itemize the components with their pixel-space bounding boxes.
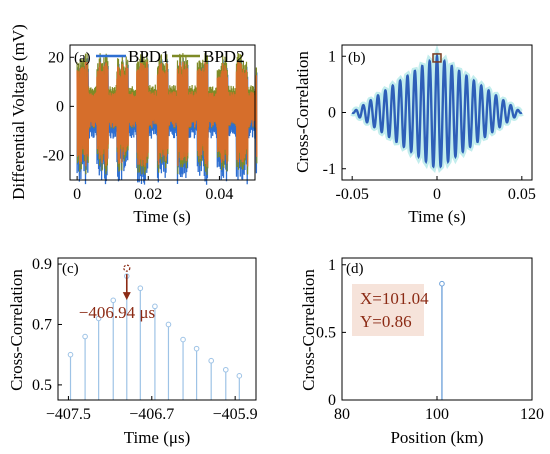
x-tick-label: −407.5 bbox=[46, 406, 91, 423]
stem-marker bbox=[165, 321, 172, 328]
x-tick-label: -0.05 bbox=[336, 186, 369, 203]
panel-b-ticks: -0.05 0 0.05 1 0 -1 bbox=[323, 48, 536, 203]
panel-c-plot-area: −406.94 μs bbox=[67, 264, 243, 400]
panel-c-ticks: −407.5 −406.7 −405.9 0.9 0.7 0.5 bbox=[32, 256, 258, 423]
peak-highlight bbox=[123, 264, 131, 272]
y-tick-label: 0 bbox=[56, 98, 64, 115]
x-tick-label: −406.7 bbox=[129, 406, 174, 423]
panel-c-xlabel: Time (μs) bbox=[124, 428, 191, 447]
panel-d-tag: (d) bbox=[346, 261, 364, 277]
x-tick-label: 0.05 bbox=[508, 186, 536, 203]
panel-a-tag: (a) bbox=[74, 50, 91, 66]
y-tick-label: 0.7 bbox=[32, 316, 52, 333]
panel-c-frame bbox=[57, 257, 257, 401]
x-tick-label: 100 bbox=[425, 406, 449, 423]
panel-d-plot-area bbox=[439, 280, 445, 400]
y-tick-label: -20 bbox=[43, 147, 64, 164]
stem-marker bbox=[95, 315, 102, 322]
y-tick-label: 1 bbox=[328, 48, 336, 65]
y-tick-label: 0 bbox=[328, 105, 336, 122]
panel-a-legend: BPD1 BPD2 bbox=[96, 47, 245, 66]
stem-marker bbox=[67, 351, 74, 358]
panel-b: Cross-Correlation (b) -0.05 0 0.05 1 0 -1 Tim… bbox=[293, 44, 536, 226]
signal-envelope bbox=[76, 61, 258, 167]
stem-marker bbox=[193, 345, 200, 352]
panel-c: Cross-Correlation −406.94 μs (c) −407.5−… bbox=[7, 256, 258, 447]
x-tick-label: 80 bbox=[334, 406, 350, 423]
x-tick-label: 120 bbox=[520, 406, 544, 423]
y-tick-label: 0 bbox=[328, 392, 336, 409]
stem-marker bbox=[222, 366, 229, 373]
panel-d-ticks: 80 100 120 1 0.5 0 bbox=[316, 257, 544, 423]
panel-b-tag: (b) bbox=[348, 50, 366, 66]
panel-a-ylabel: Differential Voltage (mV) bbox=[9, 24, 28, 200]
y-tick-label: 20 bbox=[48, 49, 64, 66]
panel-d-xlabel: Position (km) bbox=[390, 428, 483, 447]
stem-marker bbox=[236, 373, 243, 379]
peak-annotation: −406.94 μs bbox=[79, 303, 155, 322]
stem-marker bbox=[110, 297, 117, 304]
x-tick-label: 0 bbox=[73, 186, 81, 203]
panel-a-ticks: 0 0.02 0.04 20 0 -20 bbox=[43, 49, 234, 203]
datatip-y-text: Y=0.86 bbox=[360, 312, 412, 331]
stem-marker bbox=[180, 336, 186, 343]
correlation-line bbox=[351, 52, 523, 169]
panel-b-plot-area bbox=[350, 44, 524, 173]
stem-marker bbox=[439, 280, 445, 287]
x-tick-label: −405.9 bbox=[213, 406, 258, 423]
x-tick-label: 0.02 bbox=[134, 186, 162, 203]
legend-bpd1-label: BPD1 bbox=[128, 47, 170, 66]
peak-arrow-head bbox=[122, 292, 131, 301]
y-tick-label: 0.5 bbox=[32, 377, 52, 394]
panel-a: Differential Voltage (mV) (a) BPD1 BPD2 … bbox=[9, 24, 258, 226]
y-tick-label: 1 bbox=[328, 257, 336, 274]
stem-marker bbox=[137, 285, 144, 292]
peak-marker bbox=[432, 53, 442, 63]
datatip-x-text: X=101.04 bbox=[360, 289, 429, 308]
panel-c-tag: (c) bbox=[62, 261, 79, 277]
x-tick-label: 0 bbox=[433, 186, 441, 203]
panel-b-xlabel: Time (s) bbox=[408, 207, 465, 226]
y-tick-label: 0.5 bbox=[316, 324, 336, 341]
y-tick-label: 0.9 bbox=[32, 256, 52, 273]
legend-bpd2-label: BPD2 bbox=[203, 47, 245, 66]
y-tick-label: -1 bbox=[323, 161, 336, 178]
datatip-box bbox=[352, 284, 424, 336]
stem-marker bbox=[152, 303, 158, 310]
panel-d: Cross-Correlation (d) X=101.04 Y=0.86 80… bbox=[299, 257, 544, 447]
panel-a-frame bbox=[69, 44, 256, 181]
x-tick-label: 0.04 bbox=[205, 186, 233, 203]
panel-a-plot-area bbox=[76, 52, 258, 185]
stem-marker bbox=[82, 333, 88, 340]
panel-d-ylabel: Cross-Correlation bbox=[299, 269, 318, 391]
panel-a-xlabel: Time (s) bbox=[133, 207, 190, 226]
panel-c-ylabel: Cross-Correlation bbox=[7, 269, 26, 391]
stem-marker bbox=[208, 357, 214, 364]
panel-b-ylabel: Cross-Correlation bbox=[293, 51, 312, 173]
